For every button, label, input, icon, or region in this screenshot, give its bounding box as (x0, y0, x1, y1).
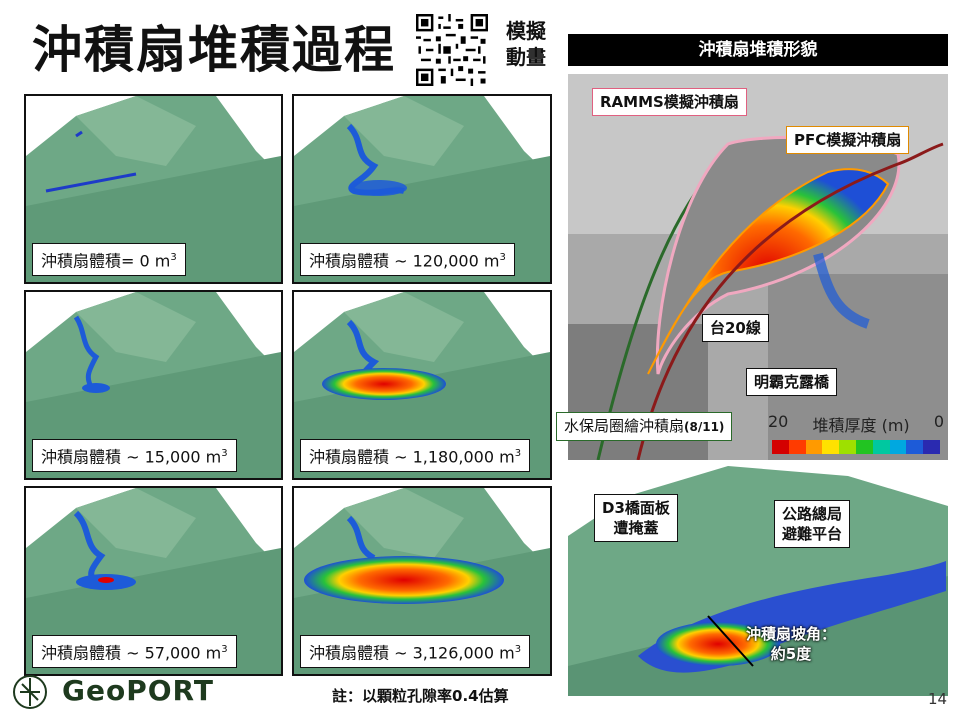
volume-label-5: 沖積扇體積 ~ 57,000 m3 (32, 634, 237, 668)
volume-prefix: 沖積扇體積 (41, 447, 122, 466)
volume-exponent: 3 (499, 251, 506, 263)
pfc-label: PFC模擬沖積扇 (786, 126, 910, 154)
page-title: 沖積扇堆積過程 (32, 21, 396, 79)
logo-text: GeoPORT (62, 674, 214, 707)
legend-max: 20 (768, 412, 789, 431)
legend-color-step (855, 440, 873, 454)
simulation-panel-4: 沖積扇體積 ~ 1,180,000 m3 (292, 290, 552, 480)
legend-color-step (788, 440, 806, 454)
morphology-header: 沖積扇堆積形貌 (568, 34, 948, 66)
legend-color-step (889, 440, 907, 454)
volume-label-1: 沖積扇體積= 0 m3 (32, 242, 186, 276)
slope-angle-label: 沖積扇坡角： 約5度 (746, 624, 836, 664)
swcb-text: 水保局圈繪沖積扇 (564, 417, 685, 435)
volume-exponent: 3 (514, 447, 522, 459)
slope-line1: 沖積扇坡角： (746, 625, 837, 643)
d3-bridge-label: D3橋面板 遭掩蓋 (594, 494, 678, 542)
volume-label-3: 沖積扇體積 ~ 15,000 m3 (32, 438, 237, 472)
legend-color-step (805, 440, 823, 454)
legend-color-step (839, 440, 856, 454)
volume-value: ~ 3,126,000 m (389, 643, 515, 662)
highway-line2: 避難平台 (782, 525, 843, 543)
bridge-label: 明霸克露橋 (746, 368, 838, 396)
simulation-panel-6: 沖積扇體積 ~ 3,126,000 m3 (292, 486, 552, 676)
volume-value: ~ 57,000 m (121, 643, 222, 662)
geoport-logo-icon (13, 675, 47, 709)
volume-value: ~ 15,000 m (121, 447, 222, 466)
slope-line2: 約5度 (770, 645, 812, 663)
volume-label-6: 沖積扇體積 ~ 3,126,000 m3 (300, 634, 531, 668)
legend-color-step (772, 440, 789, 454)
d3-line2: 遭掩蓋 (613, 519, 659, 537)
d3-line1: D3橋面板 (602, 499, 670, 517)
legend-label: 堆積厚度 (m) (812, 416, 910, 435)
footnote: 註：以顆粒孔隙率0.4估算 (332, 687, 509, 705)
volume-prefix: 沖積扇體積 (309, 643, 390, 662)
highway-line1: 公路總局 (782, 505, 843, 523)
fan-terrain-3d: D3橋面板 遭掩蓋 公路總局 避難平台 沖積扇坡角： 約5度 (568, 466, 948, 696)
simulation-panel-2: 沖積扇體積 ~ 120,000 m3 (292, 94, 552, 284)
legend-color-step (923, 440, 940, 454)
simulation-panel-3: 沖積扇體積 ~ 15,000 m3 (24, 290, 283, 480)
volume-value: ~ 1,180,000 m (389, 447, 515, 466)
ramms-label: RAMMS模擬沖積扇 (592, 88, 747, 116)
swcb-label: 水保局圈繪沖積扇(8/11) (556, 412, 733, 441)
volume-prefix: 沖積扇體積 (41, 643, 122, 662)
volume-exponent: 3 (514, 643, 522, 655)
thickness-legend: 20 堆積厚度 (m) 0 (768, 412, 944, 460)
qr-label-line2: 動畫 (506, 45, 546, 69)
volume-label-2: 沖積扇體積 ~ 120,000 m3 (300, 242, 515, 276)
road-label: 台20線 (702, 314, 769, 342)
legend-color-step (872, 440, 890, 454)
volume-exponent: 3 (221, 643, 228, 655)
geoport-logo: GeoPORT (10, 672, 213, 712)
simulation-panel-1: 沖積扇體積= 0 m3 (24, 94, 283, 284)
legend-min: 0 (933, 412, 944, 431)
volume-value: ~ 120,000 m (389, 251, 500, 270)
swcb-date: (8/11) (684, 420, 725, 434)
qr-code-icon[interactable] (416, 14, 488, 86)
volume-prefix: 沖積扇體積 (309, 251, 390, 270)
legend-color-bar (772, 440, 940, 454)
refuge-platform-label: 公路總局 避難平台 (774, 500, 851, 548)
volume-label-4: 沖積扇體積 ~ 1,180,000 m3 (300, 438, 531, 472)
volume-value: 0 m (134, 251, 171, 270)
qr-label-line1: 模擬 (506, 19, 546, 43)
volume-exponent: 3 (170, 251, 177, 263)
fan-morphology-map: RAMMS模擬沖積扇 PFC模擬沖積扇 台20線 明霸克露橋 (568, 74, 948, 460)
animation-link-label[interactable]: 模擬 動畫 (500, 18, 552, 70)
simulation-panel-5: 沖積扇體積 ~ 57,000 m3 (24, 486, 283, 676)
legend-color-step (822, 440, 840, 454)
page-number: 14 (928, 690, 948, 708)
volume-exponent: 3 (221, 447, 228, 459)
volume-prefix: 沖積扇體積= (41, 251, 135, 270)
legend-color-step (906, 440, 924, 454)
volume-prefix: 沖積扇體積 (309, 447, 390, 466)
